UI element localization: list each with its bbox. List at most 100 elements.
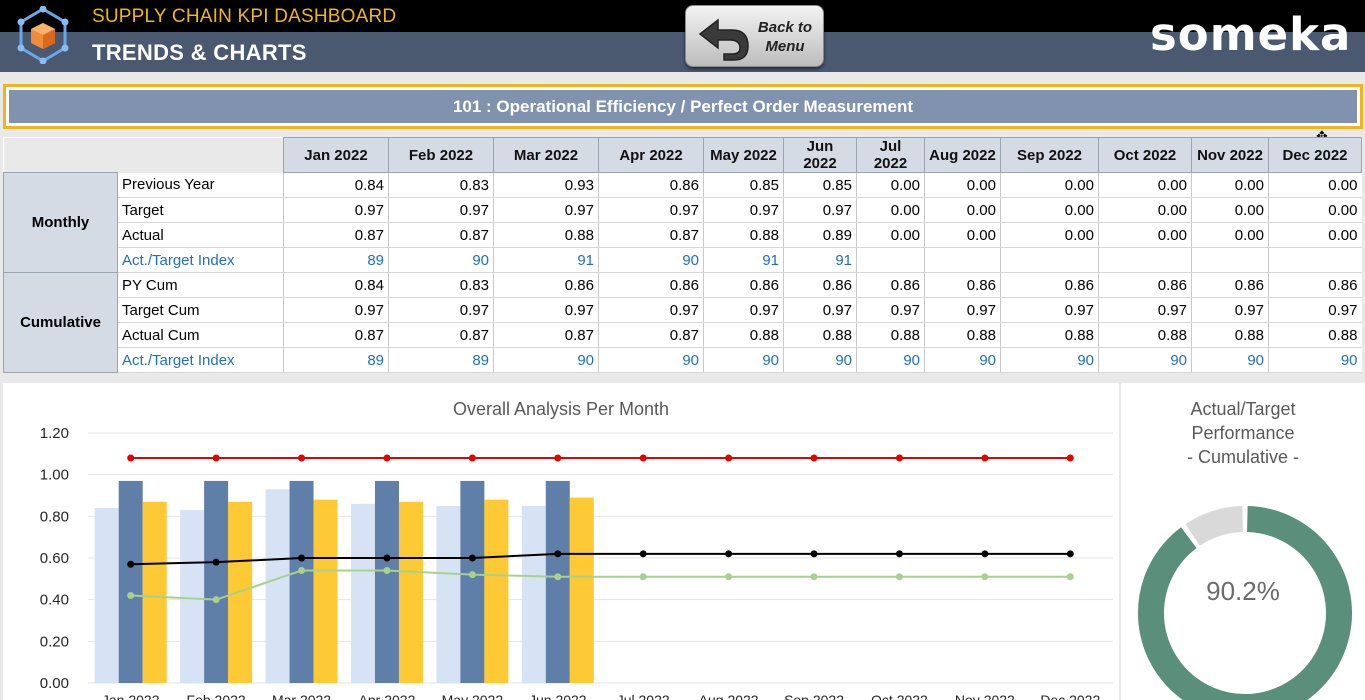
table-cell: 0.88 [1191, 322, 1269, 348]
table-cell: 0.87 [283, 322, 389, 348]
table-cell: 89 [283, 347, 389, 373]
table-cell: 0.00 [924, 172, 1001, 198]
table-cell: 0.00 [924, 222, 1001, 248]
group-label-cumulative: Cumulative [3, 272, 118, 373]
back-to-menu-button[interactable]: Back to Menu [685, 5, 824, 67]
move-cursor-icon: ✥ [1316, 128, 1328, 144]
month-header: May 2022 [703, 137, 784, 173]
table-row: Target 0.97 0.97 0.97 0.97 0.97 0.97 0.00 0.00 0.… [4, 197, 1362, 223]
line-point [554, 454, 562, 462]
table-cell: 0.88 [1000, 322, 1099, 348]
page-title: TRENDS & CHARTS [92, 40, 307, 65]
table-cell [1268, 247, 1362, 273]
line-point [895, 573, 903, 581]
table-cell: 91 [783, 247, 857, 273]
line-point [212, 558, 220, 566]
donut-title-line-2: Performance [1191, 423, 1295, 443]
group-label-monthly: Monthly [3, 172, 118, 273]
line-point [810, 573, 818, 581]
line-point [298, 454, 306, 462]
table-cell: 0.97 [493, 297, 599, 323]
line-point [1066, 573, 1074, 581]
donut-remaining-slice [1185, 506, 1244, 546]
month-header: Oct 2022 [1098, 137, 1192, 173]
app-title: SUPPLY CHAIN KPI DASHBOARD [92, 6, 397, 27]
table-cell: 0.97 [598, 297, 704, 323]
line-point [298, 554, 306, 562]
table-cell: 0.86 [703, 272, 784, 298]
table-cell: 90 [783, 347, 857, 373]
line-point [468, 554, 476, 562]
table-cell: 0.86 [1191, 272, 1269, 298]
table-cell: 0.87 [283, 222, 389, 248]
table-cell: 0.97 [388, 197, 494, 223]
line-point [639, 454, 647, 462]
table-cell: 0.88 [856, 322, 925, 348]
row-label: Act./Target Index [117, 247, 284, 273]
bar [398, 501, 423, 683]
bar [460, 480, 485, 683]
table-cell: 0.00 [1098, 222, 1192, 248]
line-point [127, 454, 135, 462]
line-point [725, 550, 733, 558]
donut-title: Actual/Target Performance - Cumulative - [1121, 397, 1365, 469]
donut-value-label: 90.2% [1206, 576, 1280, 606]
table-cell: 0.97 [924, 297, 1001, 323]
table-cell: 90 [1098, 347, 1192, 373]
table-cell: 90 [598, 247, 704, 273]
bar [265, 489, 290, 683]
table-cell: 0.97 [703, 197, 784, 223]
bar [484, 499, 509, 683]
table-cell: 0.86 [783, 272, 857, 298]
x-tick-label: Feb 2022 [187, 692, 246, 700]
x-tick-label: Jun 2022 [529, 692, 587, 700]
bar [142, 501, 167, 683]
table-cell: 0.86 [1098, 272, 1192, 298]
table-cell: 0.86 [924, 272, 1001, 298]
table-cell: 91 [703, 247, 784, 273]
x-tick-label: Mar 2022 [272, 692, 331, 700]
table-cell: 0.00 [856, 197, 925, 223]
table-cell: 0.00 [1191, 222, 1269, 248]
line-point [212, 454, 220, 462]
kpi-title-bar[interactable]: 101 : Operational Efficiency / Perfect O… [3, 84, 1363, 129]
table-cell: 0.88 [1268, 322, 1362, 348]
line-point [981, 573, 989, 581]
y-tick-label: 0.40 [40, 592, 69, 609]
table-cell: 90 [493, 347, 599, 373]
table-cell: 0.83 [388, 172, 494, 198]
x-tick-label: Sep 2022 [784, 692, 844, 700]
donut-title-line-1: Actual/Target [1190, 399, 1296, 419]
series-line [130, 569, 1071, 601]
x-tick-label: Aug 2022 [699, 692, 759, 700]
header-top-band [0, 0, 1365, 32]
x-tick-label: Nov 2022 [955, 692, 1015, 700]
table-row: Monthly Previous Year 0.84 0.83 0.93 0.86 0.85… [3, 172, 1362, 273]
line-point [1066, 454, 1074, 462]
table-cell: 90 [856, 347, 925, 373]
bar [313, 499, 338, 683]
table-cell: 0.00 [1191, 197, 1269, 223]
table-cell: 0.00 [1268, 172, 1362, 198]
y-tick-label: 0.00 [40, 675, 69, 692]
line-point [212, 596, 220, 604]
donut-actual-slice [1138, 506, 1352, 700]
month-header: Apr 2022 [598, 137, 704, 173]
bar [180, 510, 205, 683]
table-cell: 0.00 [1000, 197, 1099, 223]
table-cell: 0.86 [1268, 272, 1362, 298]
row-label: Target [117, 197, 284, 223]
header-bottom-band [0, 32, 1365, 72]
table-cell: 90 [703, 347, 784, 373]
line-point [725, 454, 733, 462]
table-cell: 0.87 [388, 222, 494, 248]
table-cell: 0.97 [1000, 297, 1099, 323]
table-cell: 90 [388, 247, 494, 273]
table-cell: 0.87 [598, 222, 704, 248]
table-cell: 0.97 [856, 297, 925, 323]
table-cell: 0.97 [283, 197, 389, 223]
table-cell: 0.97 [493, 197, 599, 223]
bar [118, 480, 143, 683]
table-cell: 0.00 [924, 197, 1001, 223]
table-cell: 0.84 [283, 272, 389, 298]
